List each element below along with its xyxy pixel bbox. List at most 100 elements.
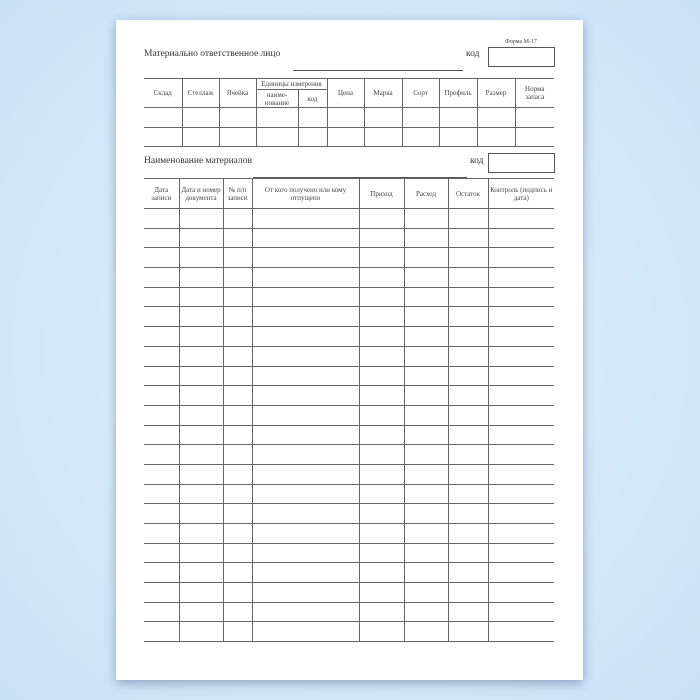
table-cell[interactable] (144, 345, 180, 367)
table-cell[interactable] (403, 385, 449, 406)
table-cell[interactable] (487, 444, 554, 465)
table-cell[interactable] (178, 286, 224, 308)
table-cell[interactable] (358, 582, 405, 603)
table-cell[interactable] (251, 326, 360, 347)
table-cell[interactable] (222, 286, 253, 308)
table-cell[interactable] (251, 286, 360, 308)
table-cell[interactable] (222, 424, 253, 446)
table-cell[interactable] (447, 483, 489, 505)
table-cell[interactable] (358, 345, 405, 367)
table-cell[interactable] (358, 601, 405, 623)
table-cell[interactable] (487, 523, 554, 544)
table-cell[interactable] (222, 562, 253, 584)
table-cell[interactable] (403, 463, 449, 485)
table-cell[interactable] (178, 267, 224, 288)
table-cell[interactable] (218, 107, 257, 128)
table-cell[interactable] (447, 542, 489, 564)
table-cell[interactable] (222, 582, 253, 603)
table-cell[interactable] (222, 542, 253, 564)
table-cell[interactable] (401, 107, 440, 128)
table-cell[interactable] (251, 621, 360, 643)
table-cell[interactable] (218, 126, 257, 147)
table-cell[interactable] (222, 227, 253, 249)
table-cell[interactable] (447, 444, 489, 465)
table-cell[interactable] (222, 365, 253, 387)
table-cell[interactable] (144, 306, 180, 328)
table-cell[interactable] (487, 404, 554, 426)
table-cell[interactable] (403, 523, 449, 544)
table-cell[interactable] (487, 267, 554, 288)
table-cell[interactable] (144, 126, 183, 147)
table-cell[interactable] (222, 208, 253, 229)
table-cell[interactable] (251, 267, 360, 288)
table-cell[interactable] (222, 306, 253, 328)
table-cell[interactable] (358, 463, 405, 485)
table-cell[interactable] (487, 424, 554, 446)
table-cell[interactable] (178, 562, 224, 584)
table-cell[interactable] (251, 562, 360, 584)
table-cell[interactable] (178, 326, 224, 347)
table-cell[interactable] (222, 523, 253, 544)
table-cell[interactable] (251, 345, 360, 367)
table-cell[interactable] (487, 365, 554, 387)
table-cell[interactable] (447, 306, 489, 328)
table-cell[interactable] (447, 267, 489, 288)
table-cell[interactable] (326, 126, 365, 147)
table-cell[interactable] (222, 326, 253, 347)
table-cell[interactable] (144, 503, 180, 524)
table-cell[interactable] (251, 582, 360, 603)
table-cell[interactable] (403, 286, 449, 308)
table-cell[interactable] (144, 582, 180, 603)
table-cell[interactable] (487, 286, 554, 308)
material-code-box[interactable] (488, 153, 555, 173)
table-cell[interactable] (251, 404, 360, 426)
table-cell[interactable] (487, 582, 554, 603)
table-cell[interactable] (476, 107, 516, 128)
table-cell[interactable] (487, 227, 554, 249)
table-cell[interactable] (358, 247, 405, 269)
table-cell[interactable] (222, 247, 253, 269)
table-cell[interactable] (447, 247, 489, 269)
table-cell[interactable] (222, 621, 253, 643)
table-cell[interactable] (178, 247, 224, 269)
table-cell[interactable] (487, 326, 554, 347)
table-cell[interactable] (358, 523, 405, 544)
table-cell[interactable] (403, 444, 449, 465)
table-cell[interactable] (403, 542, 449, 564)
table-cell[interactable] (222, 385, 253, 406)
responsible-person-field[interactable] (293, 60, 463, 71)
table-cell[interactable] (251, 385, 360, 406)
table-cell[interactable] (447, 326, 489, 347)
table-cell[interactable] (251, 306, 360, 328)
table-cell[interactable] (403, 208, 449, 229)
table-cell[interactable] (144, 365, 180, 387)
table-cell[interactable] (403, 582, 449, 603)
table-cell[interactable] (178, 345, 224, 367)
table-cell[interactable] (447, 345, 489, 367)
table-cell[interactable] (358, 385, 405, 406)
table-cell[interactable] (403, 247, 449, 269)
table-cell[interactable] (514, 126, 555, 147)
table-cell[interactable] (487, 503, 554, 524)
table-cell[interactable] (251, 483, 360, 505)
table-cell[interactable] (358, 365, 405, 387)
table-cell[interactable] (144, 483, 180, 505)
table-cell[interactable] (178, 208, 224, 229)
table-cell[interactable] (447, 621, 489, 643)
table-cell[interactable] (403, 267, 449, 288)
table-cell[interactable] (144, 424, 180, 446)
table-cell[interactable] (144, 385, 180, 406)
table-cell[interactable] (403, 503, 449, 524)
table-cell[interactable] (178, 542, 224, 564)
table-cell[interactable] (447, 582, 489, 603)
table-cell[interactable] (144, 562, 180, 584)
table-cell[interactable] (358, 404, 405, 426)
table-cell[interactable] (144, 267, 180, 288)
table-cell[interactable] (487, 385, 554, 406)
table-cell[interactable] (358, 444, 405, 465)
table-cell[interactable] (363, 107, 403, 128)
table-cell[interactable] (178, 463, 224, 485)
table-cell[interactable] (447, 286, 489, 308)
table-cell[interactable] (251, 542, 360, 564)
table-cell[interactable] (447, 601, 489, 623)
